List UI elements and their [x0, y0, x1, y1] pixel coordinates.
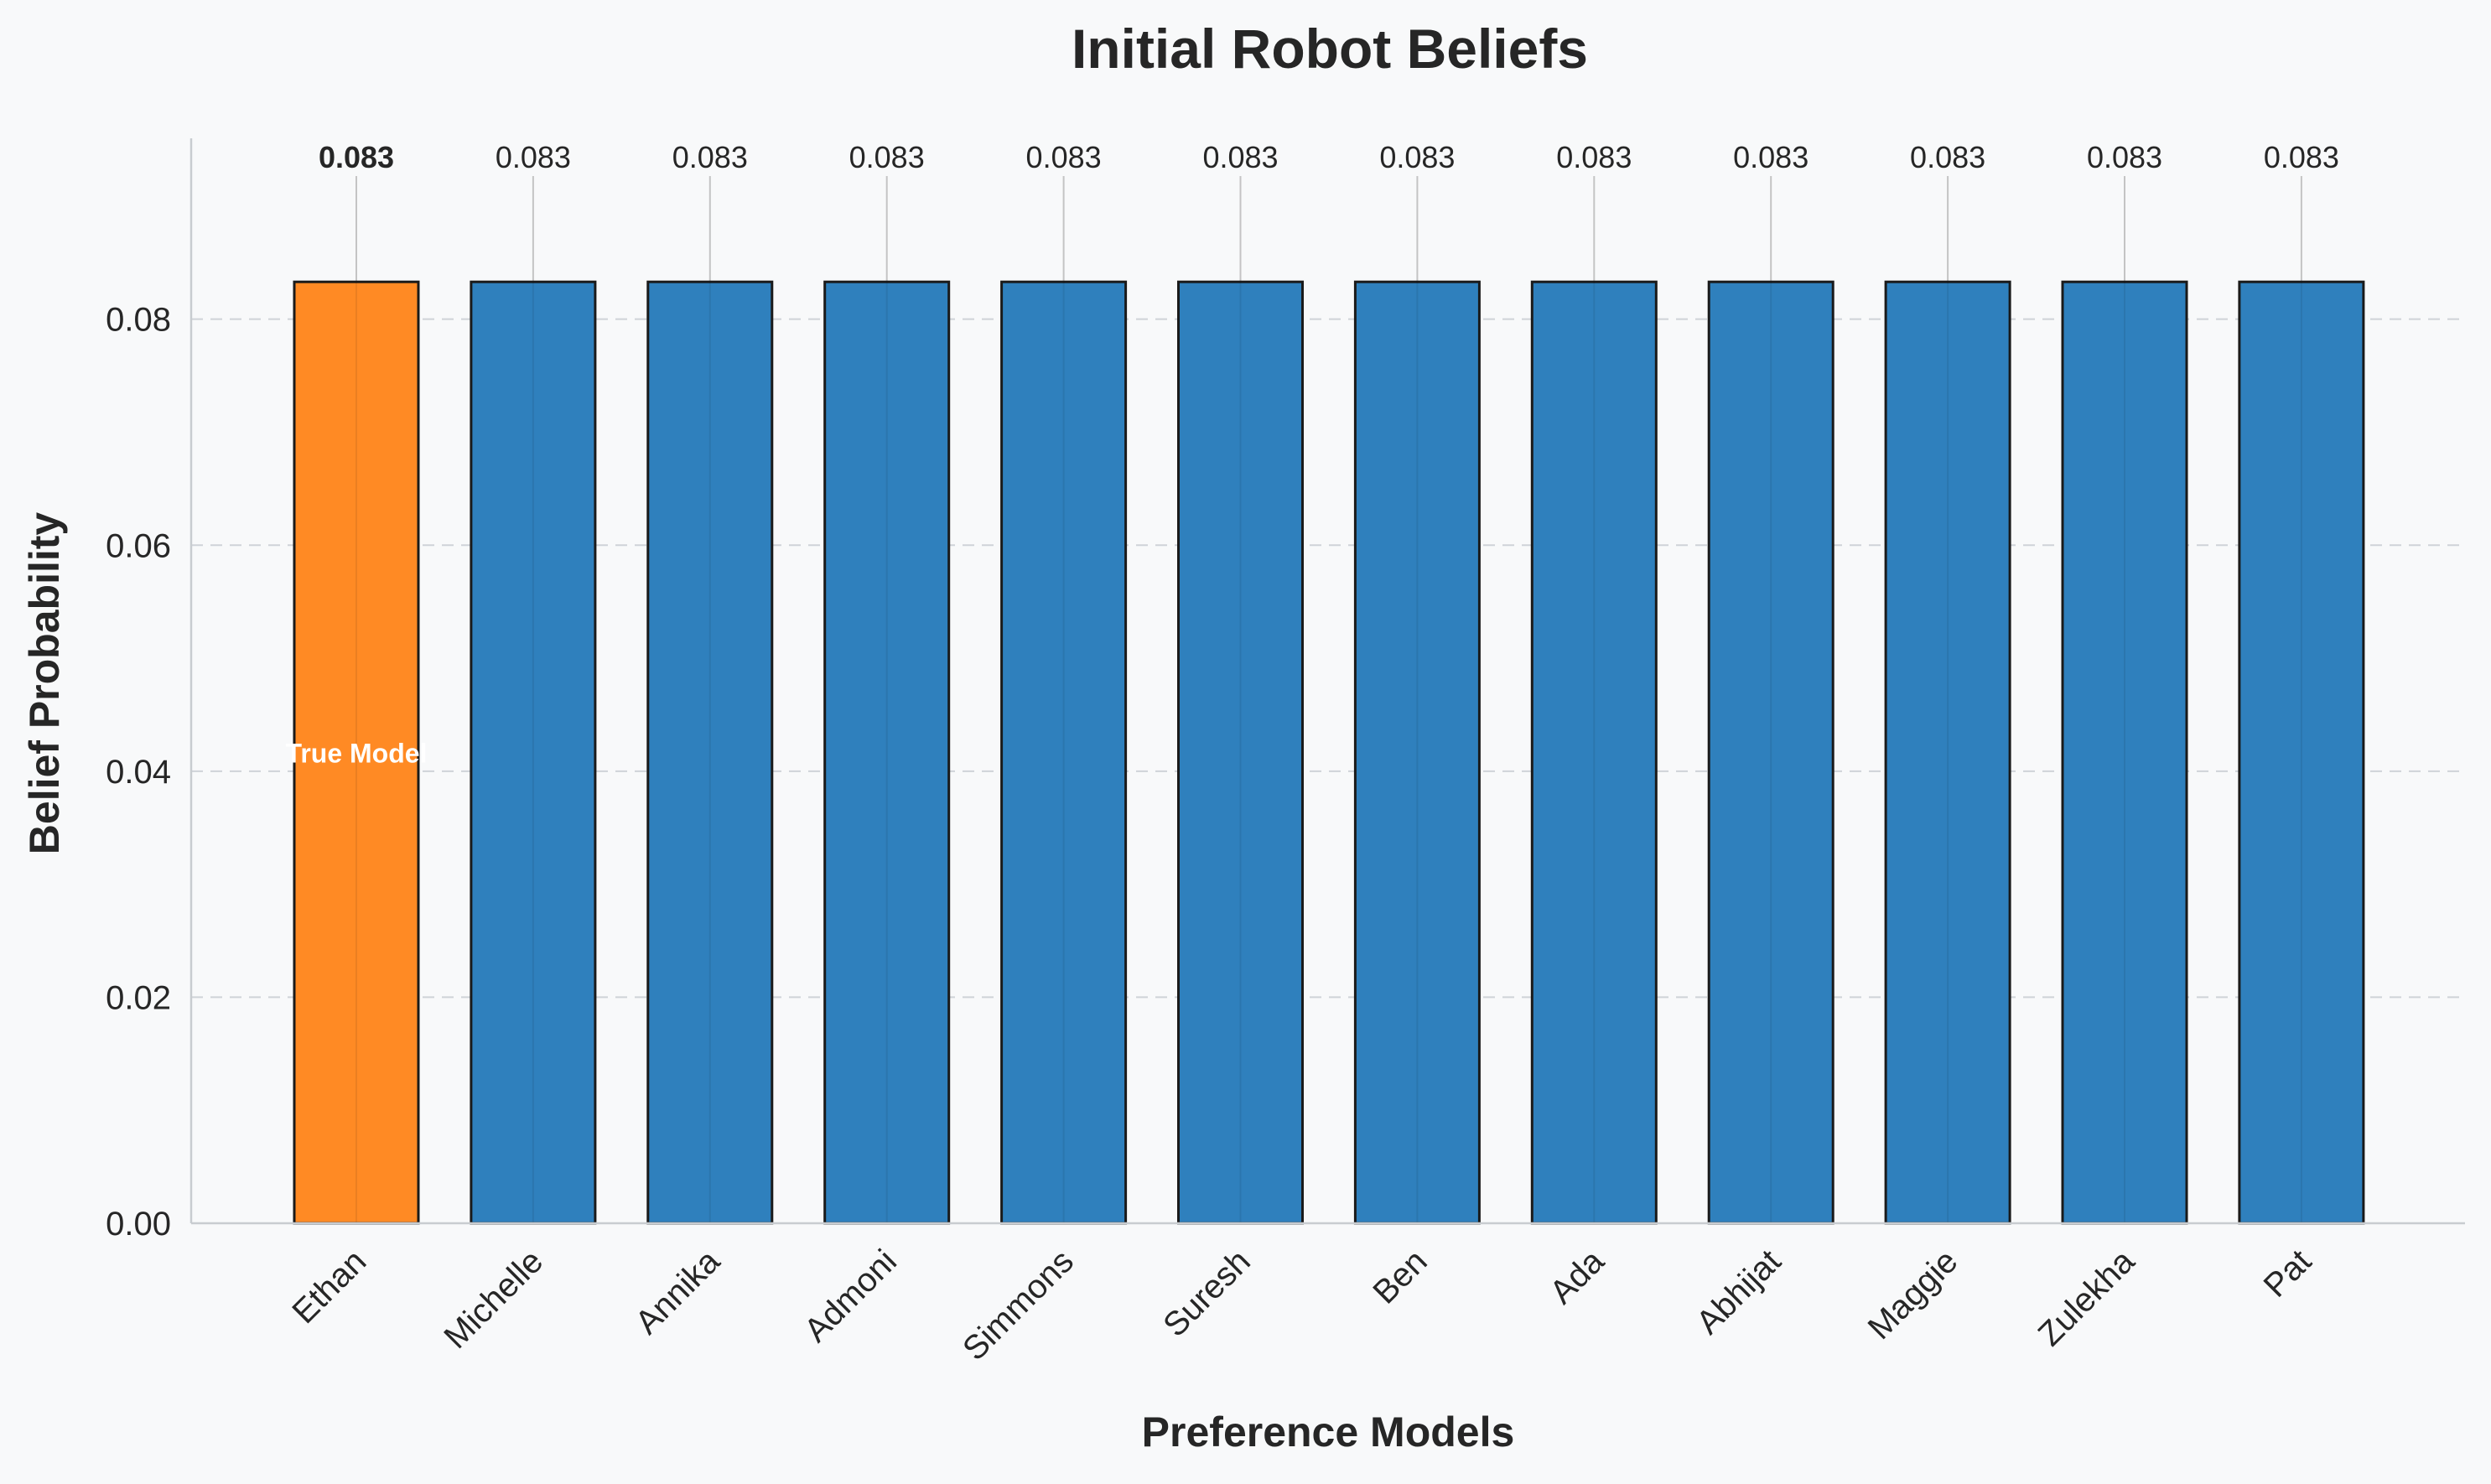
bar: [1530, 280, 1658, 1225]
x-tick-label: Zulekha: [2032, 1243, 2142, 1353]
y-tick-label: 0.02: [106, 979, 171, 1016]
value-labels: 0.083 0.083 0.083 0.083 0.083 0.083 0.083 0.083…: [319, 140, 2339, 174]
bar: [2238, 280, 2365, 1225]
bar-value-label: 0.083: [1379, 140, 1455, 174]
bar-value-label: 0.083: [1910, 140, 1985, 174]
bar-value-label: 0.083: [319, 140, 394, 174]
x-tick-label: Simmons: [956, 1243, 1081, 1367]
bar-value-label: 0.083: [496, 140, 571, 174]
x-tick-label: Ethan: [285, 1243, 373, 1331]
y-tick-label: 0.04: [106, 754, 171, 791]
x-axis-label: Preference Models: [1142, 1409, 1515, 1455]
bar-value-label: 0.083: [672, 140, 748, 174]
bar: [646, 280, 774, 1225]
x-tick-labels: Ethan Michelle Annika Admoni Simmons Suresh Be…: [285, 1243, 2318, 1368]
bar-value-label: 0.083: [849, 140, 925, 174]
x-tick-label: Abhijat: [1689, 1243, 1788, 1341]
bar: [1884, 280, 2011, 1225]
x-tick-label: Michelle: [437, 1243, 550, 1356]
bar-value-label: 0.083: [2087, 140, 2162, 174]
bar-value-label: 0.083: [1026, 140, 1102, 174]
bar-value-label: 0.083: [1733, 140, 1809, 174]
bars: [293, 280, 2365, 1225]
bar-value-label: 0.083: [1202, 140, 1278, 174]
x-tick-label: Annika: [629, 1243, 728, 1341]
bar-value-label: 0.083: [2264, 140, 2339, 174]
annotations: True Model: [286, 739, 428, 769]
label-leader-lines: [355, 176, 2302, 283]
bar: [2061, 280, 2188, 1225]
axes: [189, 138, 2465, 1225]
y-tick-labels: 0.00 0.02 0.04 0.06 0.08: [106, 302, 171, 1243]
x-tick-label: Pat: [2257, 1243, 2319, 1305]
y-tick-label: 0.00: [106, 1206, 171, 1243]
y-tick-label: 0.06: [106, 527, 171, 564]
bar: [1353, 280, 1481, 1225]
bar: [1177, 280, 1304, 1225]
x-tick-label: Suresh: [1156, 1243, 1258, 1344]
y-axis-label: Belief Probability: [21, 512, 68, 855]
x-tick-label: Admoni: [797, 1243, 904, 1349]
x-tick-label: Ben: [1366, 1243, 1434, 1310]
y-tick-label: 0.08: [106, 302, 171, 339]
chart-title: Initial Robot Beliefs: [1072, 18, 1588, 80]
x-tick-label: Maggie: [1861, 1243, 1965, 1346]
bar-value-label: 0.083: [1556, 140, 1632, 174]
true-model-annotation: True Model: [286, 739, 428, 769]
x-tick-label: Ada: [1543, 1243, 1611, 1311]
